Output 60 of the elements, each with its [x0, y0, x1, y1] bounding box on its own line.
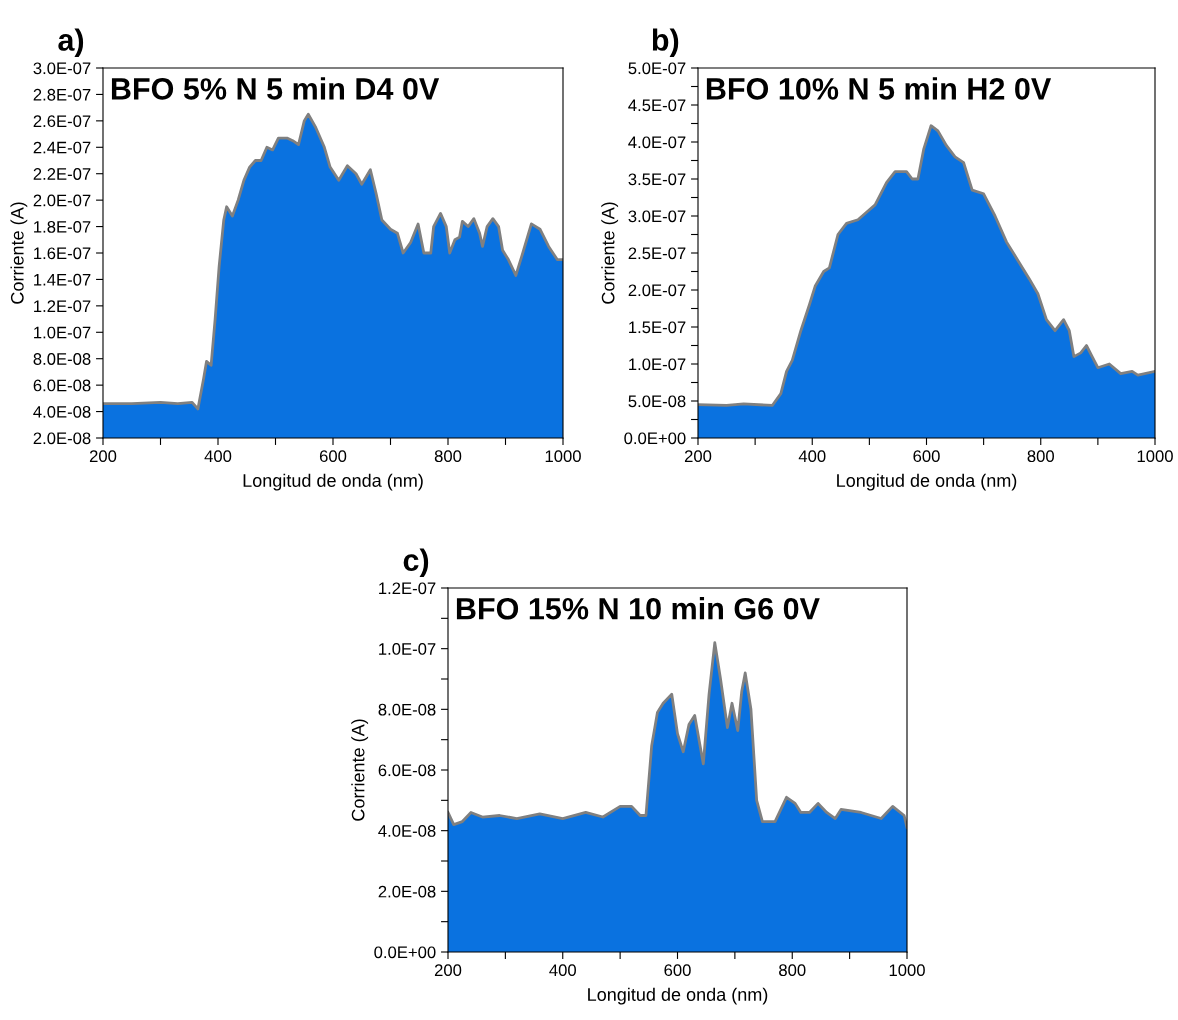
x-tick-label: 400	[204, 450, 232, 463]
x-tick-label: 200	[434, 964, 462, 977]
y-tick-label: 2.5E-07	[628, 247, 686, 260]
x-tick-label: 1000	[545, 450, 581, 463]
x-tick-label: 200	[684, 450, 712, 463]
chart-title: b)	[652, 28, 679, 57]
y-tick-label: 4.5E-07	[628, 99, 686, 112]
annotation: BFO 10% N 5 min H2 0V	[706, 77, 1052, 100]
y-tick-label: 8.0E-08	[33, 353, 91, 365]
x-axis-title: Longitud de onda (nm)	[243, 473, 423, 491]
y-tick-label: 1.2E-07	[379, 582, 436, 595]
chart-title: c)	[403, 548, 429, 578]
y-tick-label: 6.0E-08	[33, 379, 91, 392]
y-tick-label: 2.6E-07	[33, 115, 91, 128]
y-tick-label: 2.8E-07	[33, 88, 91, 101]
chart-title: a)	[58, 28, 84, 57]
y-tick-label: 4.0E-08	[33, 405, 91, 418]
y-tick-label: 3.0E-07	[33, 62, 91, 75]
y-tick-label: 1.0E-07	[34, 326, 91, 339]
y-tick-label: 2.4E-07	[33, 141, 91, 154]
x-tick-label: 600	[319, 450, 347, 463]
y-axis-title: Corriente (A)	[351, 719, 369, 821]
x-tick-label: 400	[798, 450, 826, 463]
y-tick-label: 1.2E-07	[34, 300, 91, 313]
x-tick-label: 600	[664, 964, 691, 977]
x-tick-label: 1000	[889, 964, 925, 977]
x-axis-title: Longitud de onda (nm)	[837, 473, 1017, 491]
y-tick-label: 5.0E-07	[628, 62, 686, 75]
x-tick-label: 800	[779, 964, 806, 977]
x-tick-label: 800	[1027, 450, 1054, 463]
y-tick-label: 6.0E-08	[378, 764, 436, 777]
y-axis-title: Corriente (A)	[601, 202, 619, 304]
x-axis-title: Longitud de onda (nm)	[588, 987, 768, 1005]
x-tick-label: 800	[434, 450, 462, 463]
x-tick-label: 400	[549, 964, 576, 977]
y-tick-label: 4.0E-08	[378, 825, 436, 837]
y-tick-label: 4.0E-07	[628, 136, 686, 149]
y-tick-label: 1.8E-07	[34, 220, 91, 233]
x-tick-label: 1000	[1137, 450, 1173, 463]
y-tick-label: 2.2E-07	[33, 168, 91, 180]
y-tick-label: 1.4E-07	[34, 273, 91, 286]
y-tick-label: 3.5E-07	[628, 173, 686, 186]
y-tick-label: 5.0E-08	[628, 395, 686, 408]
annotation: BFO 15% N 10 min G6 0V	[456, 597, 820, 620]
y-tick-label: 1.0E-07	[629, 358, 686, 371]
y-tick-label: 8.0E-08	[378, 703, 436, 716]
y-tick-label: 1.5E-07	[629, 321, 686, 334]
x-tick-label: 200	[89, 450, 117, 463]
y-tick-label: 3.0E-07	[628, 210, 686, 223]
y-tick-label: 0.0E+00	[624, 432, 686, 445]
y-tick-label: 2.0E-08	[378, 885, 436, 898]
y-tick-label: 1.6E-07	[34, 247, 91, 260]
x-tick-label: 600	[913, 450, 940, 463]
y-axis-title: Corriente (A)	[10, 202, 28, 304]
y-tick-label: 2.0E-07	[628, 284, 686, 297]
y-tick-label: 2.0E-08	[33, 432, 91, 445]
y-tick-label: 0.0E+00	[374, 946, 436, 959]
annotation: BFO 5% N 5 min D4 0V	[111, 77, 440, 100]
y-tick-label: 1.0E-07	[379, 643, 436, 655]
y-tick-label: 2.0E-07	[33, 194, 91, 207]
